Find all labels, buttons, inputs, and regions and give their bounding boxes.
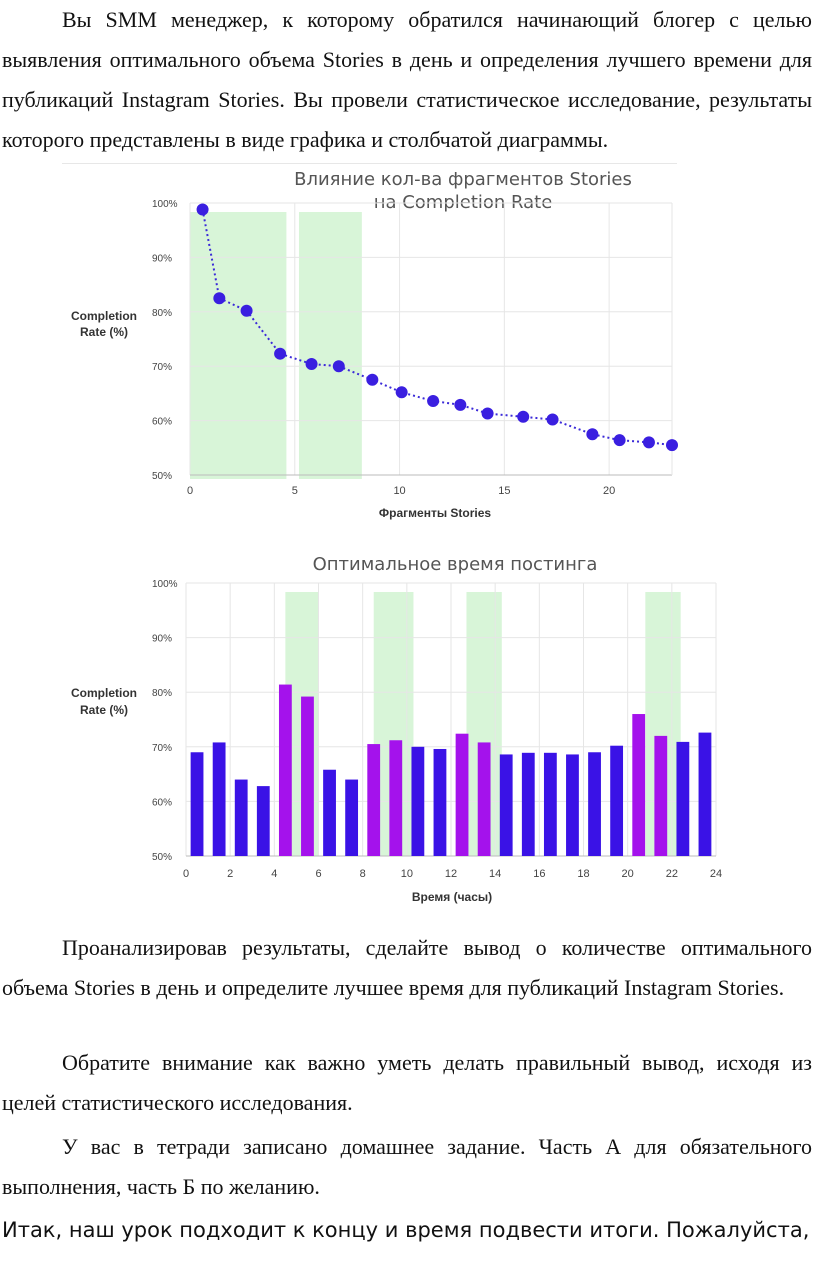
- bar: [234, 779, 248, 856]
- bar: [543, 752, 557, 856]
- data-point: [395, 386, 408, 399]
- chart1-title-line1: Влияние кол-ва фрагментов Stories: [294, 169, 632, 190]
- data-point: [240, 304, 253, 317]
- y-tick-label: 70%: [152, 743, 172, 754]
- y-tick-label: 80%: [152, 308, 172, 319]
- data-point: [613, 434, 626, 447]
- x-tick-label: 0: [187, 485, 193, 497]
- analysis-paragraph: Проанализировав результаты, сделайте выв…: [2, 935, 812, 1000]
- data-point: [366, 373, 379, 386]
- x-tick-label: 10: [401, 868, 413, 880]
- bar: [345, 779, 359, 856]
- bar: [676, 741, 690, 856]
- data-point: [274, 347, 287, 360]
- bar: [588, 752, 601, 856]
- y-tick-label: 90%: [152, 253, 172, 264]
- bar: [323, 769, 336, 856]
- chart2-title: Оптимальное время постинга: [313, 554, 598, 575]
- y-tick-label: 70%: [152, 362, 172, 373]
- chart1-ylabel-line1: Completion: [71, 309, 137, 323]
- highlight-band: [190, 212, 287, 479]
- chart2-ylabel-line2: Rate (%): [80, 703, 128, 717]
- x-tick-label: 24: [710, 868, 722, 880]
- x-tick-label: 5: [292, 485, 298, 497]
- bar: [610, 745, 624, 856]
- data-point: [427, 395, 440, 408]
- attention-paragraph: Обратите внимание как важно уметь делать…: [2, 1050, 812, 1115]
- bar: [411, 746, 425, 856]
- bar: [566, 754, 579, 856]
- x-tick-label: 18: [577, 868, 589, 880]
- bar: [632, 714, 646, 856]
- y-tick-label: 100%: [152, 199, 178, 210]
- y-tick-label: 60%: [152, 417, 172, 428]
- bar: [389, 740, 403, 856]
- bar: [477, 742, 491, 856]
- data-point: [332, 360, 345, 373]
- bar: [499, 754, 513, 856]
- data-point: [305, 358, 318, 371]
- data-point: [454, 398, 467, 411]
- y-tick-label: 50%: [152, 471, 172, 482]
- y-tick-label: 100%: [152, 579, 178, 590]
- x-tick-label: 15: [498, 485, 510, 497]
- bar: [433, 748, 447, 856]
- y-tick-label: 60%: [152, 797, 172, 808]
- bar-chart-posting-time: Оптимальное время постинга Completion Ra…: [71, 554, 722, 904]
- x-tick-label: 6: [315, 868, 321, 880]
- bar: [698, 732, 712, 856]
- data-point: [666, 439, 678, 452]
- y-tick-label: 50%: [152, 852, 172, 863]
- y-tick-label: 90%: [152, 634, 172, 645]
- data-point: [586, 428, 599, 441]
- x-tick-label: 8: [360, 868, 366, 880]
- x-tick-label: 0: [183, 868, 189, 880]
- data-point: [213, 292, 226, 305]
- bar: [455, 733, 469, 856]
- y-tick-label: 80%: [152, 688, 172, 699]
- data-point: [546, 413, 559, 426]
- data-point: [642, 436, 655, 449]
- x-tick-label: 20: [603, 485, 615, 497]
- homework-paragraph: У вас в тетради записано домашнее задани…: [2, 1134, 812, 1199]
- highlight-band: [298, 212, 362, 479]
- bar: [301, 696, 314, 856]
- bar: [212, 742, 226, 856]
- data-point: [481, 407, 494, 420]
- x-tick-label: 22: [666, 868, 678, 880]
- bar: [278, 684, 292, 856]
- chart2-xlabel: Время (часы): [412, 890, 492, 904]
- bar: [256, 786, 270, 856]
- x-tick-label: 4: [271, 868, 277, 880]
- x-tick-label: 10: [393, 485, 405, 497]
- closing-paragraph: Итак, наш урок подходит к концу и время …: [2, 1218, 810, 1242]
- x-tick-label: 16: [533, 868, 545, 880]
- intro-paragraph: Вы SMM менеджер, к которому обратился на…: [2, 7, 812, 152]
- x-tick-label: 2: [227, 868, 233, 880]
- data-point: [196, 203, 209, 216]
- bar: [190, 752, 204, 856]
- bar: [654, 735, 668, 856]
- bar: [521, 752, 535, 856]
- bar: [367, 744, 381, 856]
- chart1-ylabel-line2: Rate (%): [80, 325, 128, 339]
- chart1-xlabel: Фрагменты Stories: [379, 506, 492, 520]
- x-tick-label: 14: [489, 868, 501, 880]
- data-point: [517, 410, 530, 423]
- x-tick-label: 12: [445, 868, 457, 880]
- chart2-ylabel-line1: Completion: [71, 686, 137, 700]
- x-tick-label: 20: [622, 868, 634, 880]
- line-chart-stories-fragments: Влияние кол-ва фрагментов Stories на Com…: [62, 163, 678, 520]
